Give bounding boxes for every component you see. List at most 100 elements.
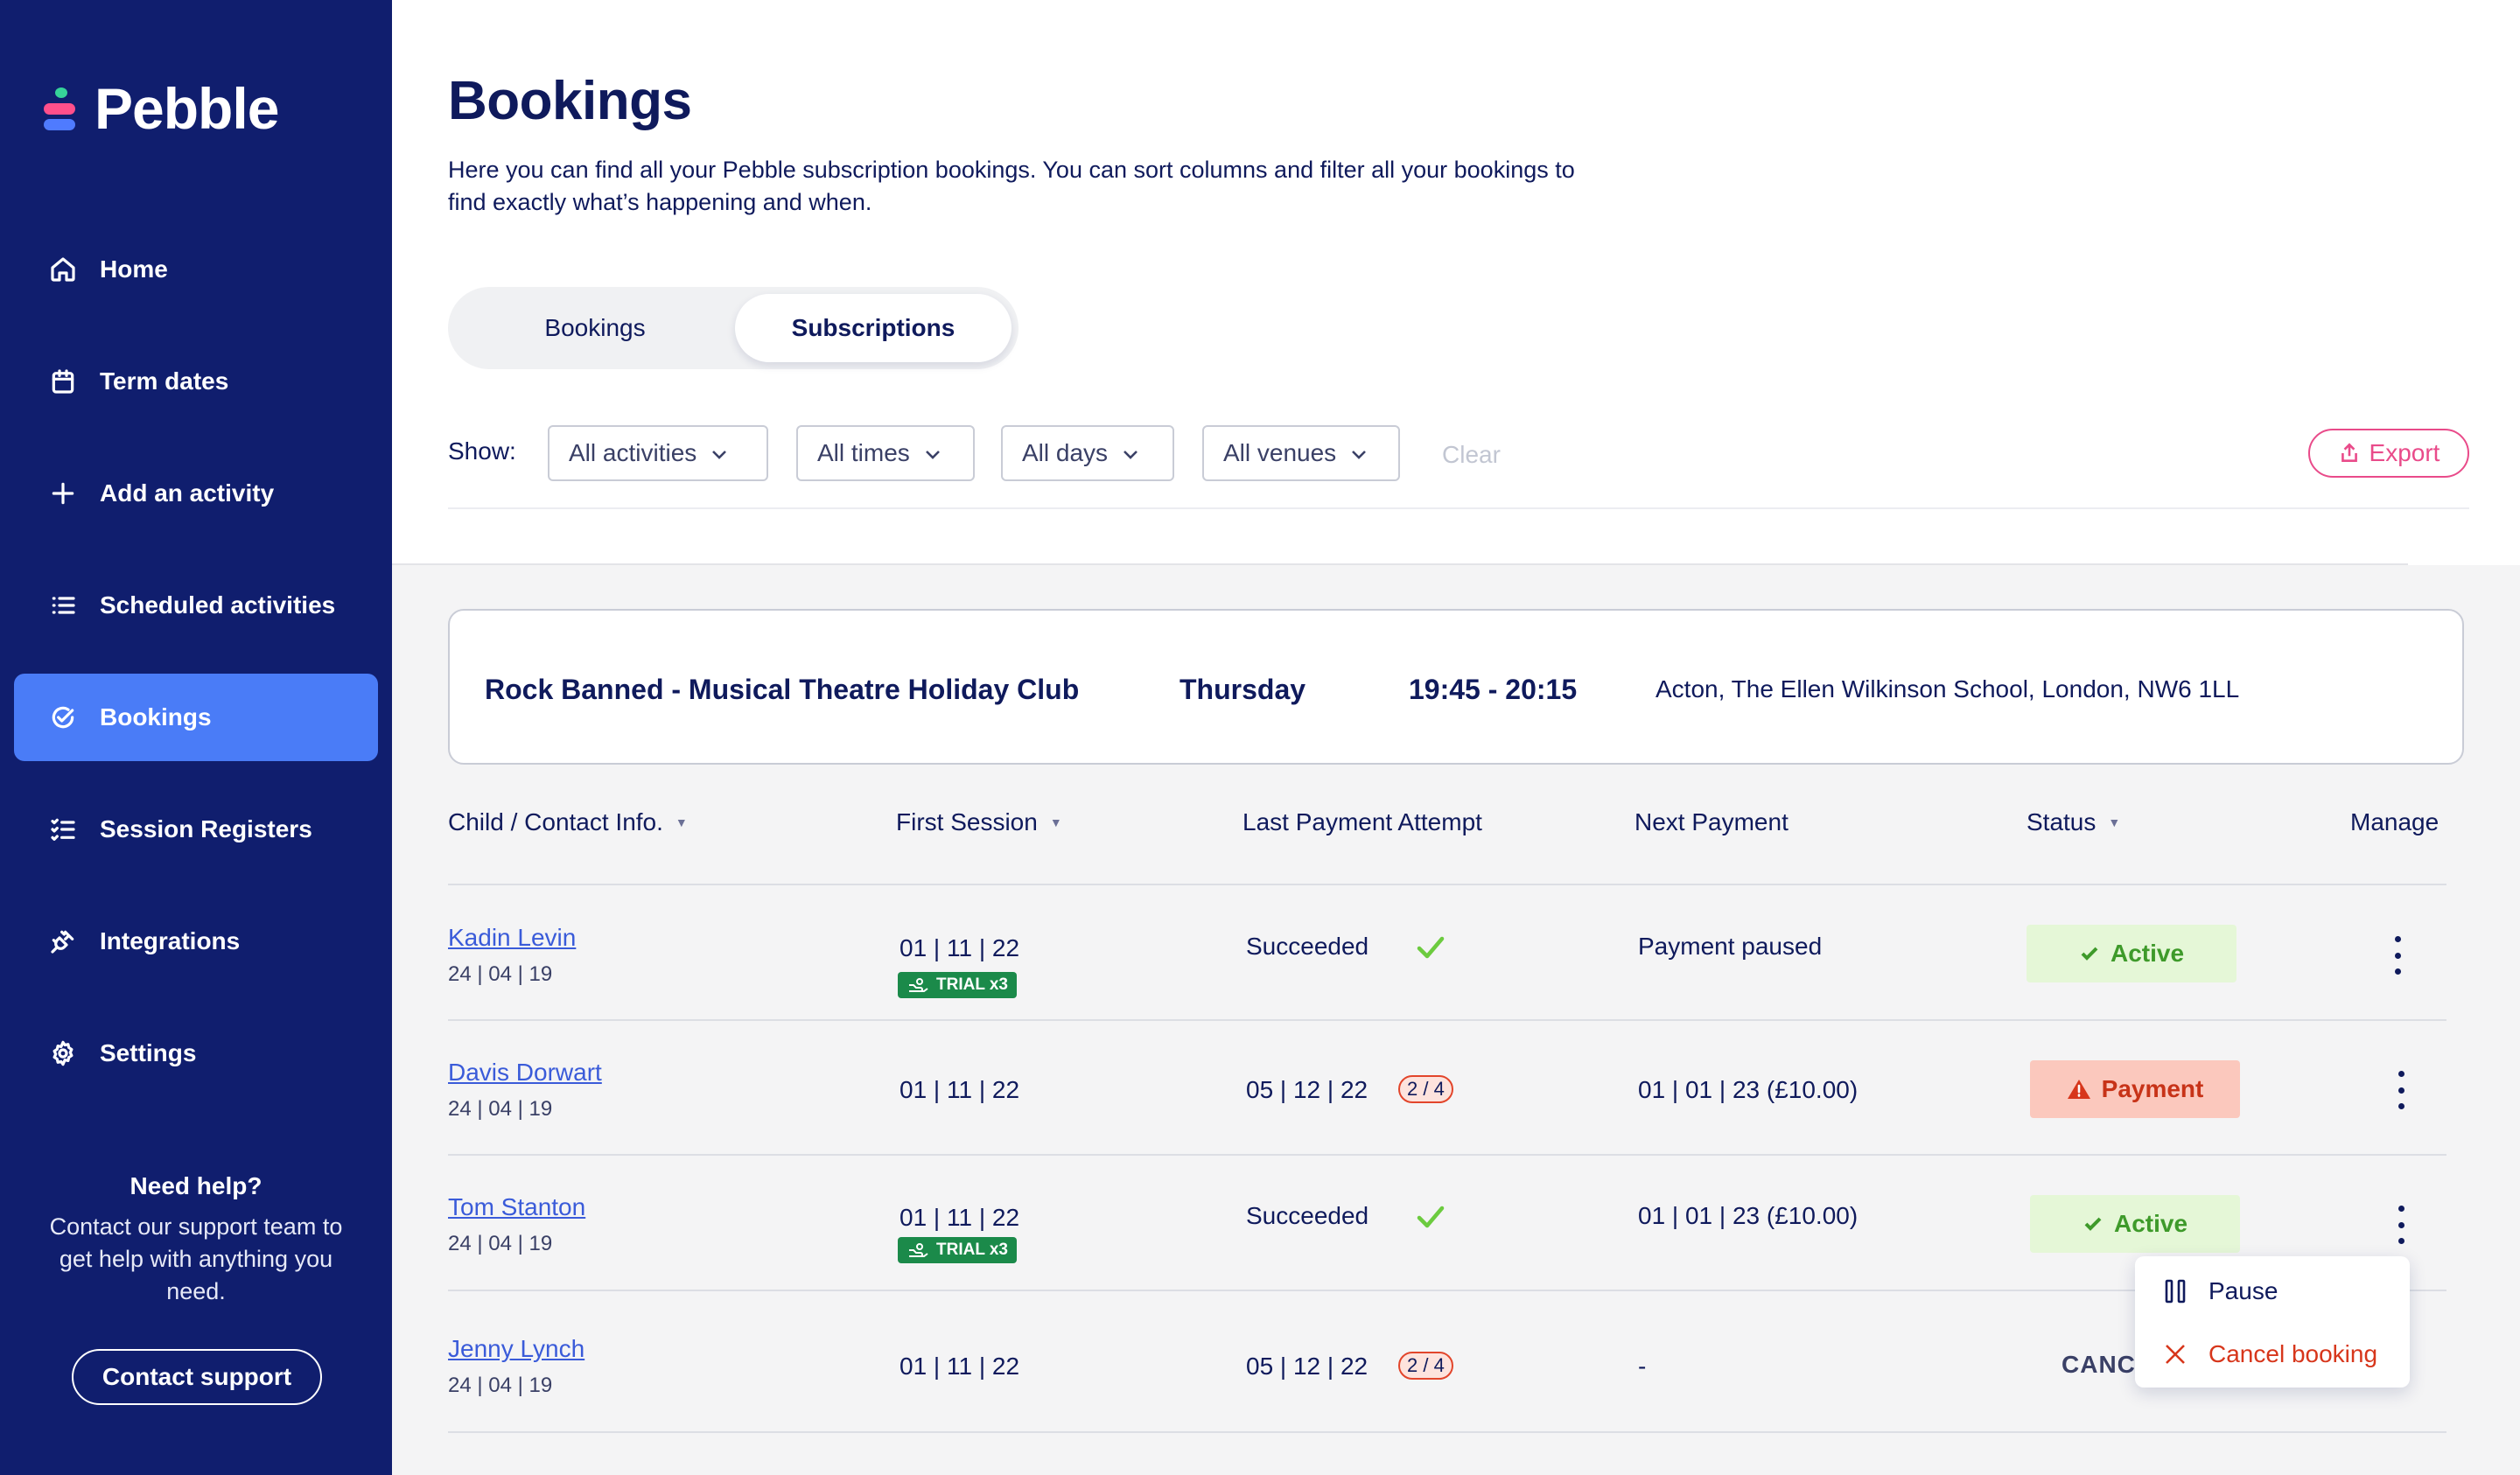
first-session-date: 01 | 11 | 22 bbox=[900, 934, 1020, 961]
dropdown-value: All times bbox=[817, 439, 910, 466]
more-options-icon[interactable] bbox=[2387, 934, 2408, 976]
column-header-last-payment: Last Payment Attempt bbox=[1242, 808, 1482, 836]
child-name-link[interactable]: Davis Dorwart bbox=[448, 1059, 602, 1086]
page-description: Here you can find all your Pebble subscr… bbox=[448, 157, 1575, 215]
plug-icon bbox=[49, 927, 77, 955]
pause-menu-item[interactable]: Pause bbox=[2161, 1277, 2278, 1305]
sidebar-item-add-activity[interactable]: Add an activity bbox=[14, 450, 378, 537]
column-header-child[interactable]: Child / Contact Info. ▼ bbox=[448, 808, 688, 836]
contact-support-button[interactable]: Contact support bbox=[72, 1349, 322, 1405]
manage-menu: Pause Cancel booking bbox=[2135, 1256, 2410, 1388]
row-divider bbox=[448, 1431, 2446, 1433]
more-options-icon[interactable] bbox=[2390, 1204, 2412, 1246]
child-dob: 24 | 04 | 19 bbox=[448, 962, 553, 986]
first-session-date: 01 | 11 | 22 bbox=[900, 1076, 1020, 1103]
days-dropdown[interactable]: All days bbox=[1001, 425, 1174, 481]
child-name-link[interactable]: Jenny Lynch bbox=[448, 1335, 585, 1362]
chevron-down-icon bbox=[922, 443, 943, 464]
check-icon bbox=[1416, 1204, 1446, 1230]
clear-filters-button[interactable]: Clear bbox=[1442, 441, 1501, 468]
child-dob: 24 | 04 | 19 bbox=[448, 1097, 553, 1121]
child-name-link[interactable]: Tom Stanton bbox=[448, 1193, 586, 1220]
status-label: Active bbox=[2113, 1210, 2188, 1237]
sidebar: Pebble Home Term dates Add an activity S… bbox=[0, 0, 392, 1475]
row-divider bbox=[448, 1154, 2446, 1156]
dropdown-value: All activities bbox=[569, 439, 697, 466]
sidebar-item-home[interactable]: Home bbox=[14, 226, 378, 313]
row-divider bbox=[448, 884, 2446, 885]
cancel-booking-menu-item[interactable]: Cancel booking bbox=[2161, 1340, 2377, 1368]
status-label: Active bbox=[2110, 940, 2185, 967]
panel-divider bbox=[392, 563, 2408, 565]
child-name-link[interactable]: Kadin Levin bbox=[448, 924, 577, 951]
sidebar-item-integrations[interactable]: Integrations bbox=[14, 898, 378, 985]
activities-dropdown[interactable]: All activities bbox=[548, 425, 768, 481]
last-payment-status: Succeeded bbox=[1246, 1202, 1369, 1229]
row-divider bbox=[448, 1290, 2446, 1291]
sidebar-item-label: Scheduled activities bbox=[100, 591, 336, 619]
check-icon bbox=[1416, 934, 1446, 961]
payment-attempts-badge: 2 / 4 bbox=[1398, 1352, 1453, 1380]
list-icon bbox=[49, 591, 77, 619]
check-icon bbox=[2084, 1217, 2102, 1231]
next-payment: Payment paused bbox=[1638, 933, 1823, 960]
dropdown-value: All days bbox=[1022, 439, 1109, 466]
filter-divider bbox=[448, 507, 2469, 509]
chevron-down-icon bbox=[1348, 443, 1369, 464]
tab-subscriptions[interactable]: Subscriptions bbox=[735, 294, 1012, 362]
status-label: Payment bbox=[2101, 1075, 2204, 1102]
child-dob: 24 | 04 | 19 bbox=[448, 1232, 553, 1255]
sidebar-item-label: Settings bbox=[100, 1039, 197, 1066]
first-session-date: 01 | 11 | 22 bbox=[900, 1353, 1020, 1380]
sidebar-item-label: Integrations bbox=[100, 927, 241, 954]
sort-caret-icon: ▼ bbox=[1049, 815, 1062, 829]
last-payment-status: Succeeded bbox=[1246, 933, 1369, 960]
column-header-first-session[interactable]: First Session ▼ bbox=[896, 808, 1062, 836]
column-header-label: First Session bbox=[896, 808, 1038, 835]
help-title: Need help? bbox=[130, 1172, 262, 1199]
status-label-cancelled: CANC bbox=[2062, 1351, 2136, 1378]
column-header-label: Child / Contact Info. bbox=[448, 808, 663, 835]
column-header-manage: Manage bbox=[2350, 808, 2439, 836]
view-toggle: Bookings Subscriptions bbox=[448, 287, 1018, 369]
child-dob: 24 | 04 | 19 bbox=[448, 1374, 553, 1397]
home-icon bbox=[49, 255, 77, 283]
status-badge[interactable]: Active bbox=[2026, 925, 2236, 982]
activity-card: Rock Banned - Musical Theatre Holiday Cl… bbox=[448, 609, 2464, 765]
times-dropdown[interactable]: All times bbox=[796, 425, 975, 481]
pause-label: Pause bbox=[2208, 1277, 2278, 1304]
trial-badge: TRIAL x3 bbox=[898, 972, 1018, 998]
sidebar-item-session-registers[interactable]: Session Registers bbox=[14, 786, 378, 873]
dropdown-value: All venues bbox=[1223, 439, 1337, 466]
export-icon bbox=[2341, 443, 2357, 462]
status-badge[interactable]: Payment bbox=[2030, 1060, 2240, 1118]
export-button[interactable]: Export bbox=[2308, 429, 2469, 478]
sidebar-item-term-dates[interactable]: Term dates bbox=[14, 338, 378, 425]
sidebar-item-bookings[interactable]: Bookings bbox=[14, 674, 378, 761]
sidebar-item-settings[interactable]: Settings bbox=[14, 1010, 378, 1097]
sidebar-item-label: Home bbox=[100, 255, 168, 283]
tab-bookings[interactable]: Bookings bbox=[544, 314, 646, 341]
chevron-down-icon bbox=[709, 443, 730, 464]
plus-icon bbox=[49, 479, 77, 507]
next-payment: 01 | 01 | 23 (£10.00) bbox=[1638, 1076, 1858, 1103]
trial-label: TRIAL x3 bbox=[936, 1241, 1009, 1259]
column-header-status[interactable]: Status ▼ bbox=[2026, 808, 2120, 836]
status-badge[interactable]: Active bbox=[2030, 1195, 2240, 1253]
column-header-next-payment: Next Payment bbox=[1634, 808, 1788, 836]
more-options-icon[interactable] bbox=[2390, 1069, 2412, 1111]
pebble-logo-icon bbox=[44, 84, 79, 133]
checklist-icon bbox=[49, 815, 77, 843]
sidebar-item-scheduled-activities[interactable]: Scheduled activities bbox=[14, 562, 378, 649]
chevron-down-icon bbox=[1120, 443, 1141, 464]
pebble-logo[interactable]: Pebble bbox=[44, 76, 279, 141]
trial-label: TRIAL x3 bbox=[936, 975, 1009, 994]
column-header-label: Manage bbox=[2350, 808, 2440, 835]
trial-badge: TRIAL x3 bbox=[898, 1237, 1018, 1263]
venues-dropdown[interactable]: All venues bbox=[1202, 425, 1400, 481]
help-section: Need help? Contact our support team to g… bbox=[0, 1172, 392, 1308]
next-payment: 01 | 01 | 23 (£10.00) bbox=[1638, 1202, 1858, 1229]
filter-show-label: Show: bbox=[448, 437, 516, 465]
sort-caret-icon: ▼ bbox=[675, 815, 688, 829]
column-header-label: Last Payment Attempt bbox=[1242, 808, 1482, 835]
